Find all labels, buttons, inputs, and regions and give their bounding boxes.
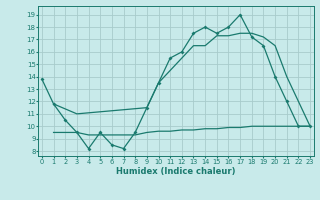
X-axis label: Humidex (Indice chaleur): Humidex (Indice chaleur) — [116, 167, 236, 176]
